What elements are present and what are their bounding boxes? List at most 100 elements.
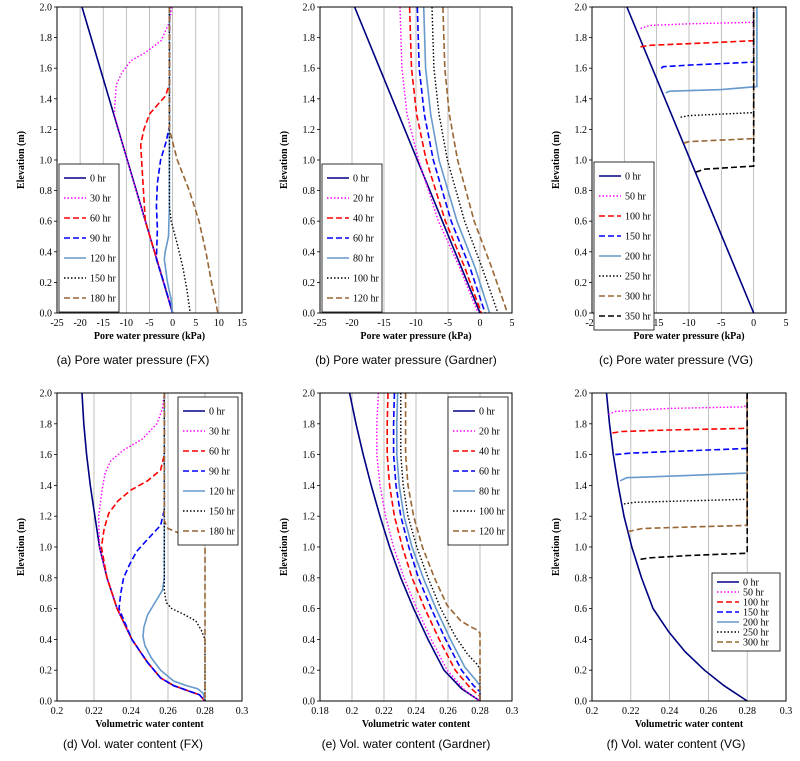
y-tick-label: 0.8 — [303, 573, 316, 584]
y-tick-label: 1.0 — [40, 156, 53, 167]
y-tick-label: 0.8 — [303, 186, 316, 197]
series-line-100-hr — [612, 393, 749, 434]
y-tick-label: 0.4 — [40, 635, 53, 646]
x-tick-label: -25 — [50, 318, 63, 329]
legend-label: 60 hr — [479, 467, 501, 478]
plot-frame — [56, 6, 243, 314]
y-tick-label: 0.2 — [303, 278, 316, 289]
legend-label: 50 hr — [625, 192, 647, 203]
legend: 0 hr 30 hr 60 hr 90 hr 120 hr 150 hr 180 hr — [177, 396, 239, 546]
series-line-200-hr — [665, 7, 758, 94]
y-tick-label: 0.2 — [575, 278, 588, 289]
x-tick-label: 0.2 — [586, 706, 599, 717]
x-tick-label: 0.2 — [346, 706, 359, 717]
y-tick-label: 0.4 — [303, 247, 316, 258]
y-tick-label: 0.2 — [575, 666, 588, 677]
series-line-150-hr — [660, 7, 755, 69]
y-tick-label: 0.6 — [40, 217, 53, 228]
y-tick-label: 1.8 — [575, 33, 588, 44]
x-tick-label: 0 — [751, 318, 756, 329]
y-tick-label: 0.8 — [40, 186, 53, 197]
series-line-30-hr — [113, 6, 174, 314]
y-tick-label: 1.2 — [40, 125, 53, 136]
y-tick-label: 0.6 — [40, 604, 53, 615]
x-tick-label: 0.24 — [122, 706, 140, 717]
x-tick-label: 0.24 — [661, 706, 679, 717]
chart-panel-1: -25 -20 -15 -10 -5 0 5 10 15 0.0 0.2 0.4 0.6 0.8 1.0 1.… — [16, 3, 247, 368]
legend-label: 120 hr — [353, 294, 380, 305]
series-line-100-hr — [640, 7, 755, 48]
x-axis-label: Pore water pressure (kPa) — [633, 331, 744, 342]
x-tick-label: 0.3 — [780, 706, 793, 717]
y-tick-label: 1.0 — [303, 156, 316, 167]
y-tick-label: 1.6 — [575, 64, 588, 75]
x-tick-label: 0 — [478, 318, 483, 329]
y-tick-label: 2.0 — [575, 3, 588, 14]
x-tick-label: 5 — [510, 318, 515, 329]
y-tick-label: 0.6 — [303, 604, 316, 615]
y-tick-label: 2.0 — [303, 389, 316, 400]
series-line-150-hr — [168, 7, 191, 314]
y-tick-label: 1.8 — [40, 419, 53, 430]
legend-label: 150 hr — [743, 608, 770, 619]
y-tick-label: 1.6 — [40, 64, 53, 75]
legend-label: 80 hr — [479, 487, 501, 498]
legend-label: 90 hr — [209, 467, 231, 478]
y-tick-label: 1.0 — [575, 543, 588, 554]
x-tick-label: 0.22 — [375, 706, 393, 717]
plot-frame — [319, 392, 513, 702]
y-tick-label: 0.4 — [575, 247, 588, 258]
panel-caption: (b) Pore water pressure (Gardner) — [315, 353, 496, 367]
legend-label: 0 hr — [625, 172, 642, 183]
x-tick-label: -5 — [444, 318, 452, 329]
y-tick-label: 0.8 — [575, 573, 588, 584]
x-axis-label: Volumetric water content — [362, 719, 471, 730]
plot-frame — [56, 392, 243, 702]
y-tick-label: 2.0 — [40, 389, 53, 400]
y-tick-label: 0.0 — [40, 697, 53, 708]
legend-label: 20 hr — [479, 427, 501, 438]
x-tick-label: 0.26 — [700, 706, 718, 717]
legend-label: 120 hr — [209, 487, 236, 498]
series-line-80-hr — [395, 392, 481, 701]
x-tick-label: -10 — [120, 318, 133, 329]
y-tick-label: 1.0 — [303, 543, 316, 554]
series-line-120-hr — [142, 393, 206, 702]
y-tick-label: 1.6 — [575, 450, 588, 461]
y-tick-label: 0.2 — [40, 278, 53, 289]
y-tick-label: 1.4 — [40, 481, 53, 492]
x-tick-label: 0.28 — [738, 706, 756, 717]
series-line-300-hr — [627, 393, 749, 533]
y-tick-label: 0.2 — [303, 666, 316, 677]
legend-label: 250 hr — [743, 628, 770, 639]
legend: 0 hr 30 hr 60 hr 90 hr 120 hr 150 hr 180 hr — [58, 163, 120, 313]
series-line-200-hr — [619, 393, 749, 482]
x-tick-label: 0.22 — [85, 706, 103, 717]
series-line-150-hr — [163, 393, 206, 701]
legend-box — [593, 161, 655, 331]
series-line-0-hr — [626, 6, 755, 314]
series-line-180-hr — [168, 7, 219, 314]
y-tick-label: 1.4 — [575, 94, 588, 105]
chart-panel-4: 0.2 0.22 0.24 0.26 0.28 0.30.00.20.40.60.81.0… — [16, 389, 248, 752]
x-tick-label: 0.3 — [506, 706, 519, 717]
legend-label: 0 hr — [479, 407, 496, 418]
series-line-350-hr — [640, 393, 749, 561]
y-tick-label: 0.0 — [575, 697, 588, 708]
legend-label: 300 hr — [625, 292, 652, 303]
y-tick-label: 2.0 — [40, 3, 53, 14]
y-tick-label: 1.0 — [40, 543, 53, 554]
x-tick-label: 0.18 — [311, 706, 329, 717]
y-tick-label: 0.0 — [575, 309, 588, 320]
x-tick-label: -15 — [650, 318, 663, 329]
panel-caption: (c) Pore water pressure (VG) — [599, 353, 753, 367]
y-tick-label: 0.4 — [303, 635, 316, 646]
legend-label: 200 hr — [743, 618, 770, 629]
legend-label: 60 hr — [353, 234, 375, 245]
series-line-90-hr — [118, 393, 206, 702]
series-line-300-hr — [683, 7, 755, 144]
y-axis-label: Elevation (m) — [16, 131, 27, 189]
series-line-80-hr — [422, 6, 491, 314]
panel-caption: (d) Vol. water content (FX) — [63, 737, 203, 751]
panel-caption: (a) Pore water pressure (FX) — [57, 353, 210, 367]
